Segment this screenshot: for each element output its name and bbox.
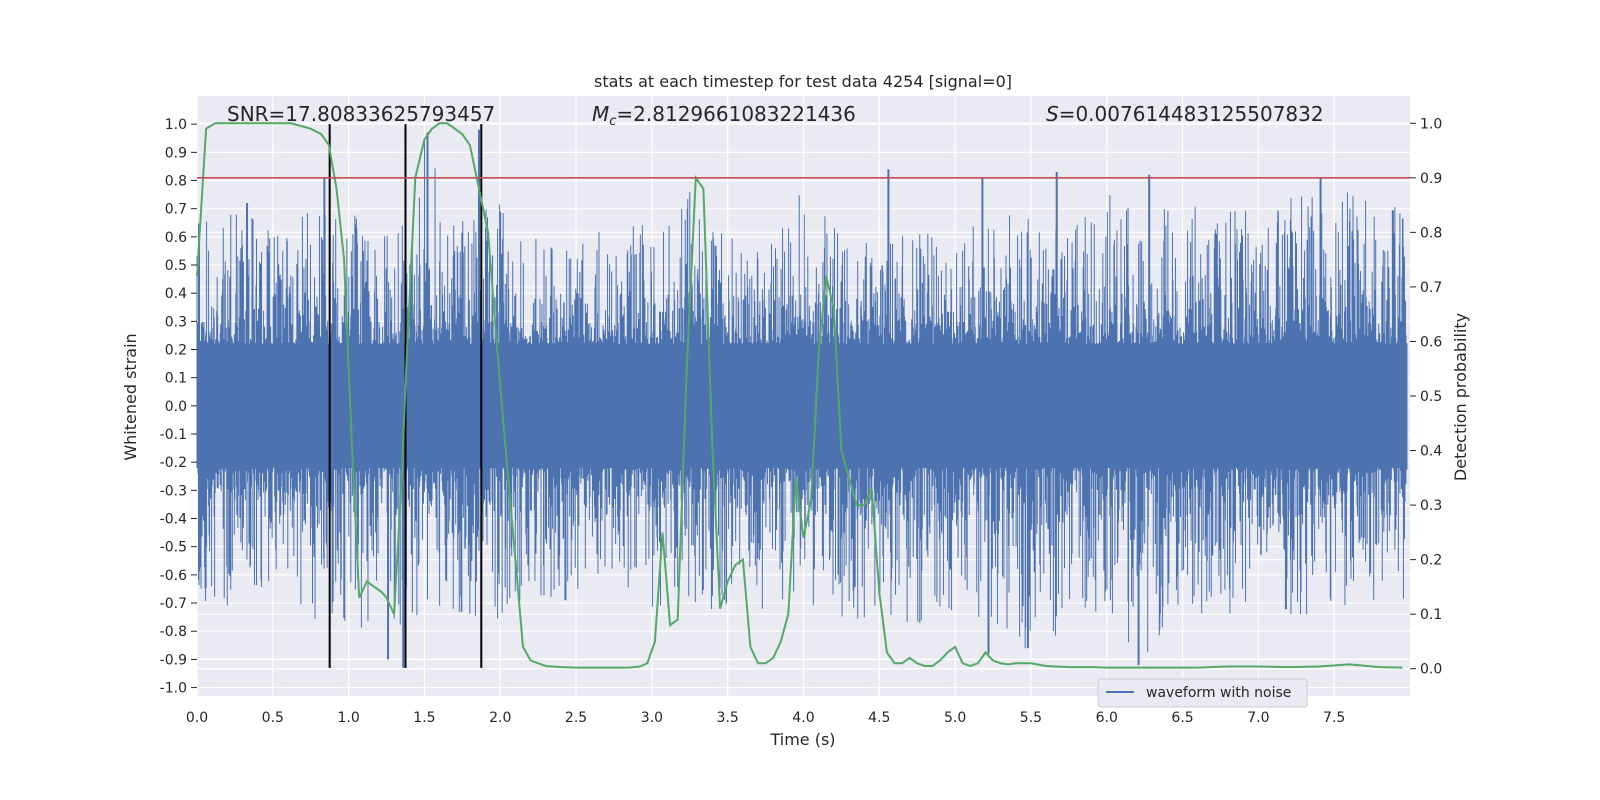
- legend-box: [1097, 678, 1308, 708]
- waveform-line: [196, 139, 1408, 653]
- x-tick-label: 2.5: [565, 710, 587, 726]
- y-tick-label: -0.1: [160, 427, 187, 443]
- y-tick-label: -0.4: [160, 512, 187, 528]
- probability-series: [196, 122, 1403, 669]
- y-tick-label: -0.6: [160, 568, 187, 584]
- y-axis-label: Whitened strain: [121, 333, 140, 460]
- y-tick-label: 0.3: [165, 314, 187, 330]
- x-tick-label: 7.5: [1323, 710, 1345, 726]
- y-tick-label: -0.9: [160, 652, 187, 668]
- x-tick-label: 2.0: [489, 710, 511, 726]
- y-tick-label: 0.5: [165, 258, 187, 274]
- x-tick-label: 6.0: [1096, 710, 1118, 726]
- x-tick-label: 6.5: [1171, 710, 1193, 726]
- y-right-tick-label: 0.2: [1420, 553, 1442, 569]
- x-tick-label: 1.5: [413, 710, 435, 726]
- left-axis-ticks: 1.0 0.9 0.8 0.7 0.6 0.5 0.4 0.3 0.2 0.1 0.0 -0.1 -0.…: [160, 117, 197, 697]
- y-tick-label: -1.0: [160, 681, 187, 697]
- y-right-tick-label: 0.4: [1420, 444, 1442, 460]
- y-tick-label: 0.1: [165, 371, 187, 387]
- y-tick-label: 0.9: [165, 145, 187, 161]
- x-tick-label: 4.0: [792, 710, 814, 726]
- y-right-tick-label: 0.3: [1420, 498, 1442, 514]
- y-tick-label: -0.3: [160, 483, 187, 499]
- x-axis-ticks: 0.0 0.5 1.0 1.5 2.0 2.5 3.0 3.5 4.0 4.5 5.0 5.5 6.0 6…: [186, 710, 1345, 726]
- y-tick-label: -0.2: [160, 455, 187, 471]
- s-annotation: S=0.007614483125507832: [1046, 102, 1324, 126]
- x-tick-label: 3.5: [717, 710, 739, 726]
- y-tick-label: -0.7: [160, 596, 187, 612]
- chart-title: stats at each timestep for test data 425…: [594, 72, 1012, 91]
- x-tick-label: 5.5: [1020, 710, 1042, 726]
- x-tick-label: 5.0: [944, 710, 966, 726]
- y-axis-right-label: Detection probability: [1451, 313, 1470, 481]
- y-tick-label: 0.2: [165, 343, 187, 359]
- right-axis-ticks: 1.0 0.9 0.8 0.7 0.6 0.5 0.4 0.3 0.2 0.1 0.0: [1410, 116, 1442, 678]
- x-tick-label: 1.0: [337, 710, 359, 726]
- waveform-series: [196, 129, 1408, 668]
- probability-line: [196, 122, 1403, 669]
- y-tick-label: -0.8: [160, 624, 187, 640]
- y-tick-label: 0.7: [165, 202, 187, 218]
- legend: waveform with noise: [1097, 678, 1308, 708]
- y-tick-label: 0.4: [165, 286, 187, 302]
- x-tick-label: 0.5: [262, 710, 284, 726]
- x-tick-label: 3.0: [641, 710, 663, 726]
- y-right-tick-label: 1.0: [1420, 116, 1442, 132]
- y-right-tick-label: 0.5: [1420, 389, 1442, 405]
- x-tick-label: 4.5: [868, 710, 890, 726]
- y-right-tick-label: 0.6: [1420, 334, 1442, 350]
- y-tick-label: -0.5: [160, 540, 187, 556]
- legend-label: waveform with noise: [1146, 685, 1291, 701]
- y-right-tick-label: 0.9: [1420, 171, 1442, 187]
- y-tick-label: 0.6: [165, 230, 187, 246]
- x-tick-label: 0.0: [186, 710, 208, 726]
- snr-annotation: SNR=17.80833625793457: [227, 102, 495, 126]
- y-right-tick-label: 0.1: [1420, 607, 1442, 623]
- x-tick-label: 7.0: [1247, 710, 1269, 726]
- y-right-tick-label: 0.0: [1420, 662, 1442, 678]
- x-axis-label: Time (s): [769, 730, 835, 749]
- chirp-mass-annotation: Mc=2.8129661083221436: [592, 102, 856, 129]
- y-right-tick-label: 0.8: [1420, 225, 1442, 241]
- y-right-tick-label: 0.7: [1420, 280, 1442, 296]
- y-tick-label: 1.0: [165, 117, 187, 133]
- y-tick-label: 0.0: [165, 399, 187, 415]
- y-tick-label: 0.8: [165, 174, 187, 190]
